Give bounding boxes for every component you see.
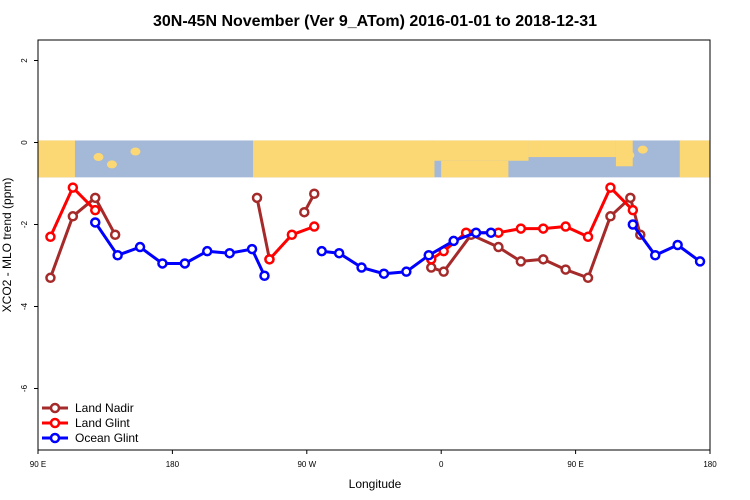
series-land-nadir bbox=[45, 188, 646, 284]
data-point bbox=[356, 262, 367, 273]
x-tick-label: 180 bbox=[703, 460, 717, 469]
y-axis-ticks: 2 0 -2 -4 -6 bbox=[20, 58, 38, 392]
data-point bbox=[89, 204, 101, 216]
data-point bbox=[672, 239, 683, 251]
data-point bbox=[401, 266, 412, 277]
data-point bbox=[67, 182, 79, 193]
data-point bbox=[109, 229, 121, 240]
x-axis-label: Longitude bbox=[349, 477, 402, 491]
series-line bbox=[255, 197, 271, 260]
legend-label: Ocean Glint bbox=[75, 431, 139, 445]
world-map-strip bbox=[38, 140, 710, 178]
data-point bbox=[560, 264, 571, 275]
data-point bbox=[201, 245, 213, 257]
data-point bbox=[537, 223, 549, 234]
data-point bbox=[316, 245, 327, 257]
data-point bbox=[333, 247, 345, 259]
data-point bbox=[134, 241, 146, 253]
data-point bbox=[649, 250, 661, 261]
data-point bbox=[694, 256, 706, 267]
data-point bbox=[89, 217, 101, 228]
y-tick-label: 2 bbox=[20, 58, 29, 63]
chart-title: 30N-45N November (Ver 9_ATom) 2016-01-01… bbox=[153, 13, 597, 30]
legend-item: Land Glint bbox=[42, 416, 130, 430]
data-point bbox=[45, 231, 56, 243]
data-point bbox=[560, 221, 571, 232]
data-point bbox=[264, 254, 275, 265]
data-point bbox=[157, 258, 168, 269]
data-point bbox=[251, 192, 263, 204]
y-tick-label: -6 bbox=[20, 384, 29, 392]
data-point bbox=[179, 258, 191, 269]
data-point bbox=[485, 227, 497, 238]
legend-label: Land Nadir bbox=[75, 401, 134, 415]
series-line bbox=[631, 223, 701, 263]
map-island bbox=[93, 153, 104, 162]
map-island bbox=[106, 160, 117, 169]
x-tick-label: 90 W bbox=[297, 460, 316, 469]
data-point bbox=[246, 243, 258, 255]
data-point bbox=[259, 270, 270, 281]
map-landmass bbox=[431, 140, 529, 161]
data-point bbox=[470, 227, 482, 238]
data-point bbox=[625, 192, 636, 204]
y-axis-label: XCO2 - MLO trend (ppm) bbox=[0, 178, 14, 313]
data-point bbox=[45, 272, 56, 284]
x-tick-label: 0 bbox=[439, 460, 444, 469]
map-landmass bbox=[38, 140, 75, 178]
map-landmass bbox=[253, 140, 435, 178]
data-point bbox=[627, 204, 639, 216]
data-point bbox=[493, 241, 504, 253]
data-point bbox=[627, 219, 639, 230]
data-point bbox=[67, 211, 79, 222]
plot-frame bbox=[37, 39, 711, 451]
data-point bbox=[89, 192, 101, 204]
x-axis-ticks: 90 E 180 90 W 0 90 E 180 bbox=[30, 450, 717, 469]
map-landmass bbox=[441, 160, 509, 178]
series-line bbox=[93, 221, 266, 277]
data-point bbox=[423, 250, 435, 261]
legend-marker bbox=[49, 402, 61, 414]
data-point bbox=[605, 211, 616, 222]
data-point bbox=[582, 272, 594, 284]
data-point bbox=[112, 250, 123, 261]
map-landmass bbox=[528, 140, 616, 158]
data-point bbox=[286, 229, 298, 240]
map-island bbox=[637, 145, 648, 154]
y-tick-label: -4 bbox=[20, 302, 29, 310]
map-island bbox=[130, 147, 141, 156]
data-point bbox=[515, 223, 527, 234]
map-landmass bbox=[679, 140, 710, 178]
x-tick-label: 180 bbox=[166, 460, 180, 469]
map-island bbox=[624, 151, 635, 160]
x-tick-label: 90 E bbox=[30, 460, 46, 469]
data-point bbox=[299, 206, 310, 218]
map-landmass bbox=[615, 140, 633, 167]
data-point bbox=[425, 262, 437, 273]
data-point bbox=[309, 188, 320, 199]
data-point bbox=[224, 247, 235, 259]
data-point bbox=[582, 231, 594, 243]
series-ocean-glint bbox=[89, 217, 706, 281]
legend-marker bbox=[49, 432, 61, 444]
data-point bbox=[309, 221, 320, 232]
data-point bbox=[438, 266, 449, 277]
series-line bbox=[48, 196, 117, 279]
data-point bbox=[448, 235, 459, 247]
legend-item: Land Nadir bbox=[42, 401, 134, 415]
legend-label: Land Glint bbox=[75, 416, 130, 430]
x-tick-label: 90 E bbox=[567, 460, 583, 469]
legend-marker bbox=[49, 417, 61, 429]
series-layer bbox=[45, 182, 706, 284]
data-point bbox=[537, 254, 549, 265]
y-tick-label: -2 bbox=[20, 220, 29, 228]
legend-item: Ocean Glint bbox=[42, 431, 139, 445]
data-point bbox=[605, 182, 616, 193]
data-point bbox=[378, 268, 390, 279]
data-point bbox=[515, 256, 527, 267]
y-tick-label: 0 bbox=[20, 140, 29, 145]
